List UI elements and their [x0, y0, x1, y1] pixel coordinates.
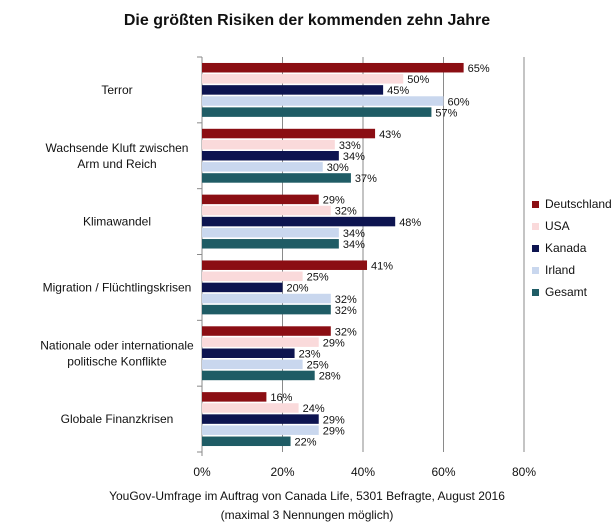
- data-label: 25%: [307, 360, 329, 372]
- category-label: Migration / Flüchtlingskrisen: [43, 280, 192, 294]
- legend-item: Gesamt: [532, 281, 614, 303]
- data-label: 25%: [307, 272, 329, 284]
- bar: [202, 239, 339, 249]
- legend-swatch: [532, 266, 539, 274]
- bar: [202, 370, 315, 381]
- data-label: 43%: [379, 129, 401, 141]
- footnote: (maximal 3 Nennungen möglich): [220, 508, 394, 522]
- legend-item: Irland: [532, 259, 614, 281]
- legend: Deutschland USA Kanada Irland Gesamt: [532, 193, 614, 303]
- bar: [202, 348, 295, 358]
- data-label: 32%: [335, 206, 357, 218]
- data-label: 50%: [407, 74, 429, 86]
- data-label: 48%: [399, 217, 421, 229]
- bar: [202, 162, 323, 172]
- bar: [202, 74, 404, 84]
- data-label: 37%: [355, 173, 377, 185]
- legend-item: Kanada: [532, 237, 614, 259]
- chart-title: Die größten Risiken der kommenden zehn J…: [123, 12, 491, 29]
- bar: [202, 128, 376, 139]
- bar: [202, 359, 303, 370]
- data-label: 33%: [339, 140, 361, 152]
- data-label: 32%: [335, 294, 357, 306]
- data-label: 16%: [270, 392, 292, 404]
- data-label: 29%: [323, 195, 345, 207]
- data-label: 30%: [327, 162, 349, 174]
- bar: [202, 392, 267, 402]
- data-label: 34%: [343, 228, 365, 240]
- x-tick-label: 80%: [512, 465, 536, 479]
- data-label: 20%: [287, 283, 309, 295]
- legend-label: Gesamt: [545, 285, 588, 299]
- bar: [202, 194, 319, 205]
- bar: [202, 216, 396, 227]
- legend-label: USA: [545, 219, 570, 233]
- data-label: 23%: [299, 349, 321, 361]
- data-label: 57%: [435, 107, 457, 119]
- bar: [202, 205, 331, 216]
- data-label: 29%: [323, 425, 345, 437]
- data-label: 34%: [343, 151, 365, 163]
- category-label: Wachsende Kluft zwischen Arm und Reich: [46, 141, 189, 171]
- bar: [202, 403, 299, 413]
- data-label: 24%: [303, 403, 325, 415]
- legend-swatch: [532, 244, 539, 252]
- legend-swatch: [532, 222, 539, 230]
- bar: [202, 62, 464, 73]
- data-label: 34%: [343, 239, 365, 251]
- x-tick-label: 20%: [270, 465, 294, 479]
- bar: [202, 96, 444, 106]
- category-label: Klimawandel: [83, 215, 151, 229]
- bar: [202, 425, 319, 435]
- bar: [202, 139, 335, 150]
- data-label: 32%: [335, 305, 357, 317]
- bar: [202, 414, 319, 424]
- bar: [202, 436, 291, 447]
- data-label: 45%: [387, 85, 409, 97]
- data-label: 65%: [468, 63, 490, 75]
- data-label: 60%: [448, 96, 470, 108]
- legend-item: Deutschland: [532, 193, 614, 215]
- legend-swatch: [532, 200, 539, 208]
- legend-item: USA: [532, 215, 614, 237]
- data-label: 32%: [335, 326, 357, 338]
- bar: [202, 151, 339, 161]
- x-tick-label: 60%: [431, 465, 455, 479]
- x-tick-label: 0%: [193, 465, 211, 479]
- legend-label: Kanada: [545, 241, 587, 255]
- data-label: 41%: [371, 260, 393, 272]
- data-label: 22%: [295, 437, 317, 449]
- bar: [202, 337, 319, 347]
- x-tick-label: 40%: [351, 465, 375, 479]
- source-note: YouGov-Umfrage im Auftrag von Canada Lif…: [109, 489, 505, 503]
- legend-label: Deutschland: [545, 197, 612, 211]
- data-label: 28%: [319, 371, 341, 383]
- bar: [202, 282, 283, 293]
- bar: [202, 227, 339, 238]
- legend-swatch: [532, 288, 539, 296]
- category-label: Globale Finanzkrisen: [61, 412, 174, 426]
- bar: [202, 85, 384, 95]
- bar: [202, 304, 331, 315]
- category-label: Nationale oder internationale politische …: [40, 338, 194, 368]
- bar: [202, 107, 432, 117]
- bar: [202, 260, 368, 270]
- legend-label: Irland: [545, 263, 576, 277]
- bar: [202, 271, 303, 282]
- data-label: 29%: [323, 337, 345, 349]
- category-label: Terror: [101, 83, 132, 97]
- bar: [202, 326, 331, 336]
- bar: [202, 293, 331, 304]
- bar: [202, 173, 351, 183]
- data-label: 29%: [323, 414, 345, 426]
